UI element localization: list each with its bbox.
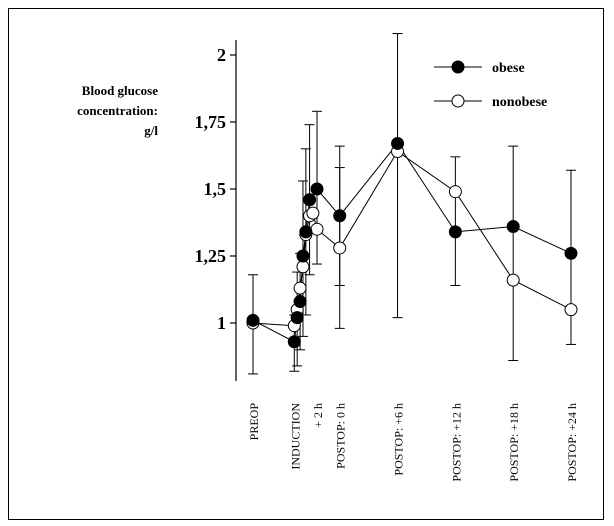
data-point-nonobese	[310, 222, 324, 236]
x-tick-label: INDUCTION	[288, 403, 302, 470]
x-tick-label: POSTOP: +12 h	[449, 403, 463, 482]
y-tick-label: 1	[217, 313, 226, 333]
data-point-nonobese	[333, 241, 347, 255]
data-point-obese	[506, 220, 520, 234]
x-tick-label: + 2 h	[311, 403, 325, 428]
data-point-obese	[299, 225, 313, 239]
x-tick-label: POSTOP: 0 h	[334, 403, 348, 469]
y-tick-label: 2	[217, 45, 226, 65]
x-tick-label: POSTOP: +18 h	[507, 403, 521, 482]
legend-label-obese: obese	[492, 61, 525, 76]
data-point-obese	[290, 311, 304, 325]
data-point-obese	[287, 335, 301, 349]
y-tick-label: 1,25	[195, 246, 227, 266]
data-point-obese	[293, 295, 307, 309]
y-axis-label-line-2: concentration:	[77, 103, 158, 118]
chart-frame	[8, 8, 604, 520]
y-tick-label: 1,5	[204, 179, 227, 199]
data-point-nonobese	[293, 281, 307, 295]
y-axis-label-line-3: g/l	[144, 123, 158, 138]
data-point-nonobese	[296, 260, 310, 274]
data-point-nonobese	[506, 273, 520, 287]
data-point-nonobese	[448, 185, 462, 199]
x-tick-label: POSTOP: +6 h	[392, 403, 406, 476]
data-point-obese	[448, 225, 462, 239]
y-axis-label-line-1: Blood glucose	[81, 83, 158, 98]
data-point-obese	[333, 209, 347, 223]
data-point-nonobese	[306, 206, 320, 220]
y-tick-label: 1,75	[195, 112, 227, 132]
legend-label-nonobese: nonobese	[492, 95, 547, 110]
data-point-obese	[246, 313, 260, 327]
data-point-obese	[310, 182, 324, 196]
data-point-obese	[303, 193, 317, 207]
legend-marker-nonobese	[451, 94, 465, 108]
x-tick-label: PREOP	[247, 403, 261, 441]
data-point-obese	[391, 136, 405, 150]
data-point-obese	[296, 249, 310, 263]
x-tick-label: POSTOP: +24 h	[565, 403, 579, 482]
data-point-nonobese	[564, 303, 578, 317]
data-point-obese	[564, 246, 578, 260]
legend-marker-obese	[451, 60, 465, 74]
